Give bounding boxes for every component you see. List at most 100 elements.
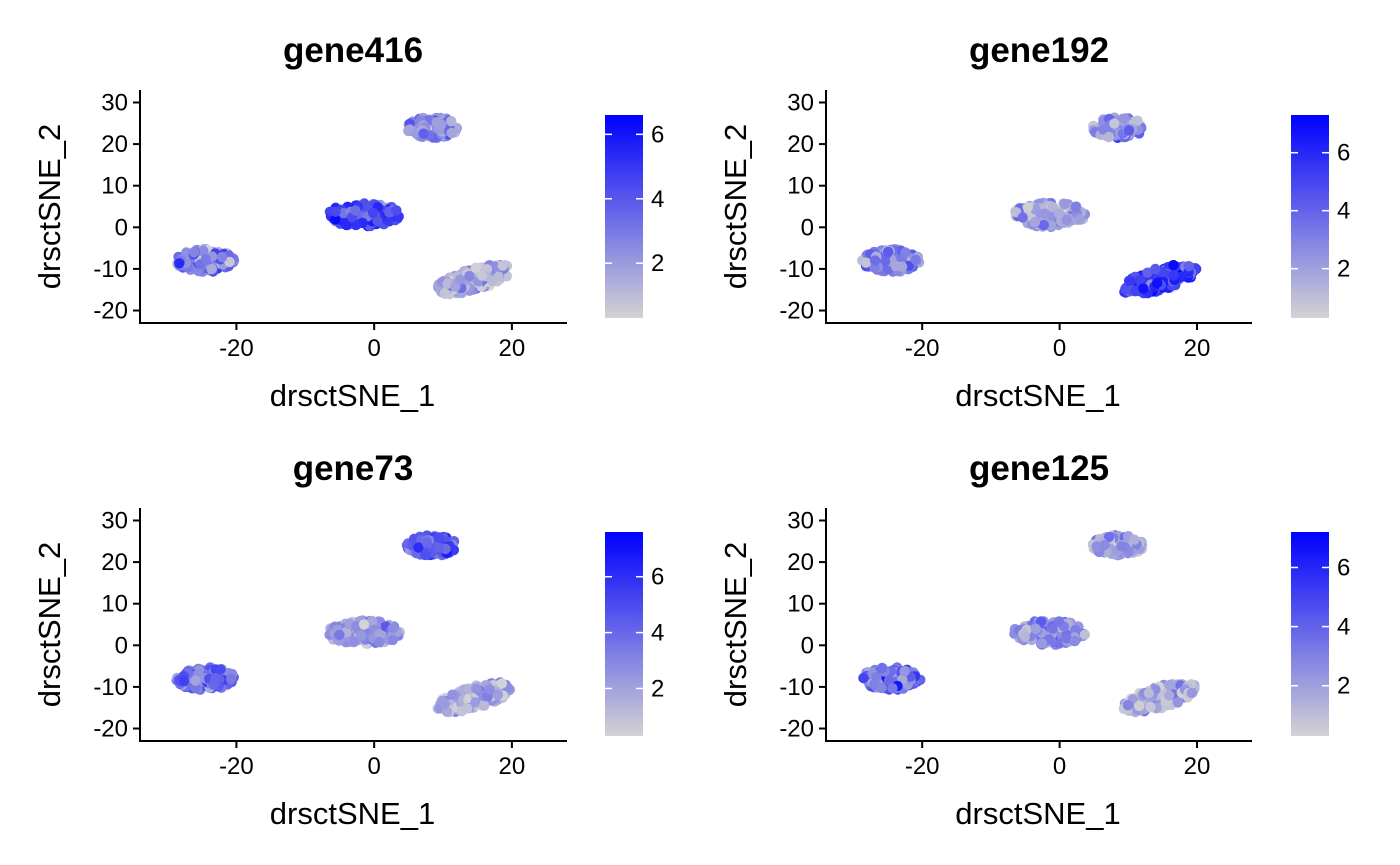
colorbar-label: 6 [651, 121, 664, 148]
cell-point [1074, 214, 1085, 225]
cell-point [216, 251, 228, 263]
cell-point [433, 532, 444, 543]
cell-point [356, 630, 367, 641]
colorbar-label: 4 [651, 620, 664, 647]
cell-point [858, 672, 869, 684]
cell-point [1118, 113, 1130, 124]
cell-point [1038, 219, 1050, 231]
cell-point [1017, 212, 1028, 223]
cell-point [421, 537, 433, 548]
colorbar-label: 4 [651, 186, 664, 213]
cell-point [1054, 638, 1065, 649]
cell-point [479, 700, 490, 711]
cell-point [464, 270, 475, 282]
cell-point [1138, 283, 1149, 294]
cell-point [1150, 263, 1161, 275]
cell-point [489, 261, 501, 272]
colorbar-gradient [1291, 532, 1329, 736]
colorbar-label: 6 [1337, 554, 1350, 581]
y-tick-label: -10 [93, 674, 128, 701]
colorbar-label: 2 [651, 675, 664, 702]
cell-point [1168, 260, 1179, 271]
x-tick-label: -20 [905, 753, 940, 780]
cell-point [879, 256, 891, 267]
axes: -20 0 20 -20 -10 0 10 20 30 drsctSNE_1 drsctSNE_2 [32, 507, 567, 831]
cell-point [1123, 125, 1135, 136]
colorbar-label: 2 [651, 250, 664, 277]
cell-point [391, 205, 402, 216]
panel-gene192: gene192 -20 0 20 -20 -10 0 10 20 30 drsctSNE_1 drsc… [718, 31, 1350, 413]
y-tick-label: 30 [787, 507, 814, 534]
y-tick-label: 10 [101, 591, 128, 618]
y-tick-label: -20 [93, 716, 128, 743]
cell-point [433, 542, 445, 553]
axes: -20 0 20 -20 -10 0 10 20 30 drsctSNE_1 drsctSNE_2 [718, 89, 1252, 413]
cell-point [1059, 198, 1071, 210]
x-tick-label: -20 [219, 335, 254, 362]
colorbar-label: 4 [1337, 614, 1350, 641]
cell-point [366, 615, 378, 627]
cell-point [1116, 541, 1127, 552]
cell-point [1168, 270, 1180, 281]
cell-point [1183, 261, 1195, 272]
cell-point [496, 678, 508, 689]
cell-point [910, 254, 921, 266]
x-tick-label: 20 [1184, 335, 1211, 362]
cell-point [1103, 531, 1115, 543]
cell-point [178, 675, 190, 687]
cell-point [869, 255, 881, 266]
cell-point [174, 258, 185, 269]
points-layer [171, 530, 515, 718]
cell-point [200, 254, 211, 265]
colorbar-label: 2 [1337, 673, 1350, 700]
y-tick-label: 0 [115, 632, 128, 659]
y-tick-label: -20 [779, 298, 814, 325]
cell-point [1030, 623, 1041, 634]
cell-point [1143, 687, 1155, 699]
y-tick-label: 20 [787, 131, 814, 158]
x-axis-title: drsctSNE_1 [270, 378, 435, 413]
colorbar: 2 4 6 [605, 532, 664, 736]
cell-point [446, 116, 457, 127]
y-tick-label: 30 [787, 89, 814, 116]
cell-point [206, 263, 217, 275]
x-tick-label: 20 [499, 753, 526, 780]
colorbar-label: 6 [1337, 140, 1350, 167]
x-tick-label: 20 [1184, 753, 1211, 780]
cell-point [447, 689, 458, 700]
x-tick-label: 0 [367, 753, 380, 780]
cell-point [188, 247, 200, 258]
panel-title: gene73 [293, 449, 414, 488]
cell-point [387, 623, 399, 634]
cell-point [471, 683, 482, 694]
cell-point [487, 275, 498, 287]
cell-point [431, 117, 442, 128]
cell-point [455, 274, 466, 285]
cell-point [1053, 616, 1065, 627]
x-tick-label: -20 [905, 335, 940, 362]
cell-point [442, 278, 453, 289]
cell-point [215, 664, 226, 675]
cell-point [1130, 285, 1141, 297]
x-tick-label: -20 [219, 753, 254, 780]
cell-point [334, 629, 345, 641]
cell-point [1151, 277, 1163, 289]
cell-point [883, 675, 895, 686]
axes: -20 0 20 -20 -10 0 10 20 30 drsctSNE_1 drsctSNE_2 [718, 507, 1252, 831]
panel-title: gene416 [283, 31, 423, 70]
cell-point [210, 673, 221, 684]
cell-point [871, 672, 882, 683]
cell-point [1103, 131, 1115, 143]
cell-point [1039, 208, 1051, 219]
cell-point [413, 542, 424, 553]
x-tick-label: 20 [499, 335, 526, 362]
x-tick-label: 0 [367, 335, 380, 362]
cell-point [887, 683, 898, 694]
y-tick-label: -10 [779, 674, 814, 701]
panel-title: gene192 [969, 31, 1109, 70]
cell-point [1022, 202, 1033, 213]
cell-point [350, 205, 361, 216]
cell-point [476, 270, 488, 281]
y-tick-label: 20 [787, 549, 814, 576]
